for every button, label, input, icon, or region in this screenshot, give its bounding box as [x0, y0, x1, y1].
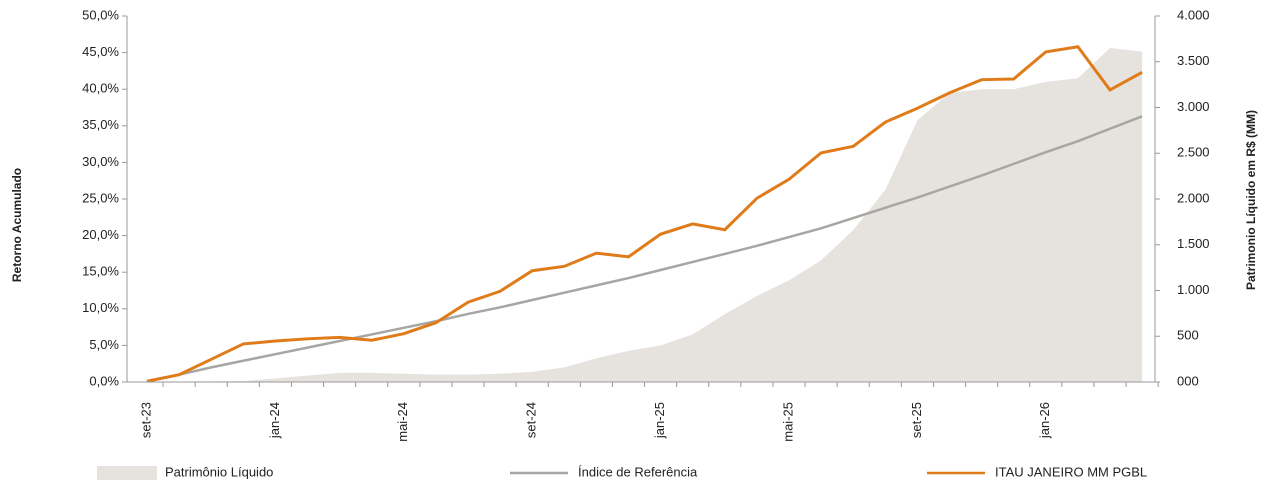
- y2-tick-label: 3.500: [1177, 53, 1210, 68]
- x-tick-label: mai-24: [395, 402, 410, 442]
- y2-tick-label: 4.000: [1177, 7, 1210, 22]
- legend-label: Índice de Referência: [578, 464, 698, 479]
- y-tick-label: 5,0%: [89, 337, 119, 352]
- y-tick-label: 20,0%: [82, 227, 119, 242]
- y-axis-title: Retorno Acumulado: [10, 168, 24, 282]
- y-tick-label: 30,0%: [82, 154, 119, 169]
- y2-axis-title: Patrimonio Líquido em R$ (MM): [1244, 110, 1258, 290]
- x-tick-label: jan-26: [1037, 402, 1052, 439]
- legend-label: Patrimônio Líquido: [165, 464, 273, 479]
- x-tick-label: set-23: [138, 402, 153, 438]
- y-tick-label: 10,0%: [82, 300, 119, 315]
- x-tick-label: jan-25: [652, 402, 667, 439]
- y-tick-label: 0,0%: [89, 373, 119, 388]
- line: [146, 115, 1143, 383]
- y2-tick-label: 3.000: [1177, 99, 1210, 114]
- y2-tick-label: 1.000: [1177, 282, 1210, 297]
- y-tick-label: 45,0%: [82, 44, 119, 59]
- legend-label: ITAU JANEIRO MM PGBL: [995, 464, 1147, 479]
- x-tick-label: mai-25: [780, 402, 795, 442]
- y2-tick-label: 1.500: [1177, 236, 1210, 251]
- legend-swatch: [97, 466, 157, 480]
- y-tick-label: 50,0%: [82, 7, 119, 22]
- y2-tick-label: 000: [1177, 373, 1199, 388]
- area: [147, 48, 1143, 383]
- line: [146, 45, 1143, 383]
- y-tick-label: 40,0%: [82, 81, 119, 96]
- x-tick-label: jan-24: [267, 402, 282, 439]
- y-tick-label: 35,0%: [82, 117, 119, 132]
- y2-tick-label: 2.000: [1177, 190, 1210, 205]
- y-tick-label: 15,0%: [82, 264, 119, 279]
- x-tick-label: set-25: [909, 402, 924, 438]
- y2-tick-label: 500: [1177, 328, 1199, 343]
- y-tick-label: 25,0%: [82, 190, 119, 205]
- y2-tick-label: 2.500: [1177, 145, 1210, 160]
- x-tick-label: set-24: [524, 402, 539, 438]
